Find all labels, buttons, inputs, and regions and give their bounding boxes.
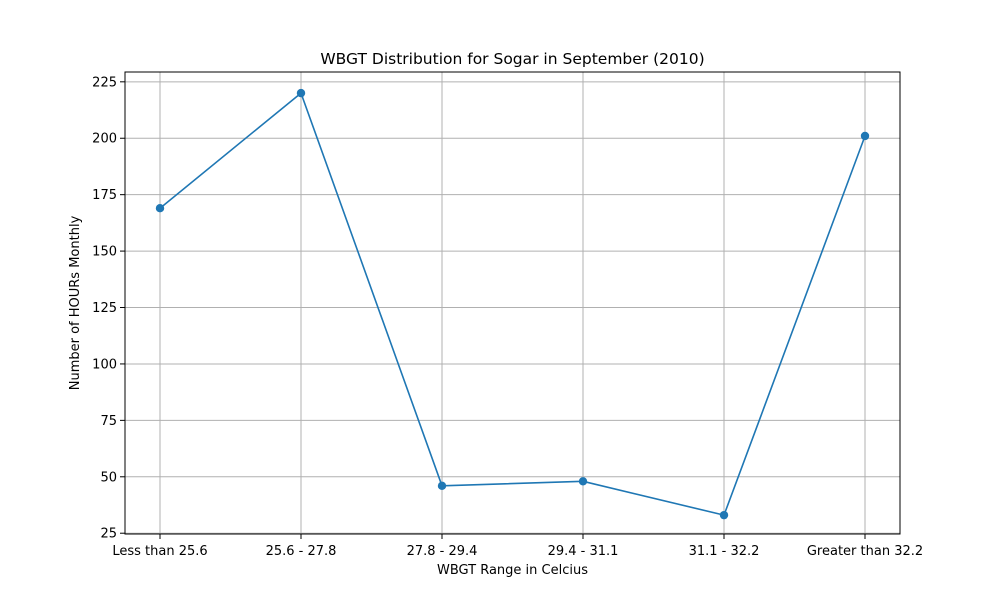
data-point [719, 510, 729, 520]
x-tick-label: Less than 25.6 [112, 544, 207, 559]
y-tick-label: 25 [100, 527, 117, 542]
y-axis-label: Number of HOURs Monthly [68, 215, 83, 390]
x-axis-label: WBGT Range in Celcius [437, 563, 588, 578]
y-tick-label: 150 [92, 245, 117, 260]
data-point [296, 88, 306, 98]
y-tick-label: 200 [92, 132, 117, 147]
data-point [578, 477, 588, 486]
data-point [860, 131, 870, 141]
x-tick-label: Greater than 32.2 [807, 544, 923, 559]
grid [125, 72, 900, 534]
series-line [159, 92, 866, 516]
y-tick-label: 175 [92, 188, 117, 203]
y-tick-label: 100 [92, 357, 117, 372]
chart-title: WBGT Distribution for Sogar in September… [320, 50, 704, 68]
x-tick-label: 25.6 - 27.8 [266, 544, 337, 559]
plot-frame [124, 71, 901, 535]
ticks: Less than 25.6 25.6 - 27.8 27.8 - 29.4 29.4… [92, 75, 923, 559]
series [155, 88, 870, 520]
y-tick-label: 50 [100, 470, 117, 485]
x-tick-label: 29.4 - 31.1 [548, 544, 619, 559]
data-point [437, 481, 447, 491]
x-tick-label: 31.1 - 32.2 [689, 544, 760, 559]
y-tick-label: 75 [100, 414, 117, 429]
x-tick-label: 27.8 - 29.4 [407, 544, 478, 559]
y-tick-label: 125 [92, 301, 117, 316]
y-tick-label: 225 [92, 75, 117, 90]
data-point [155, 204, 165, 213]
